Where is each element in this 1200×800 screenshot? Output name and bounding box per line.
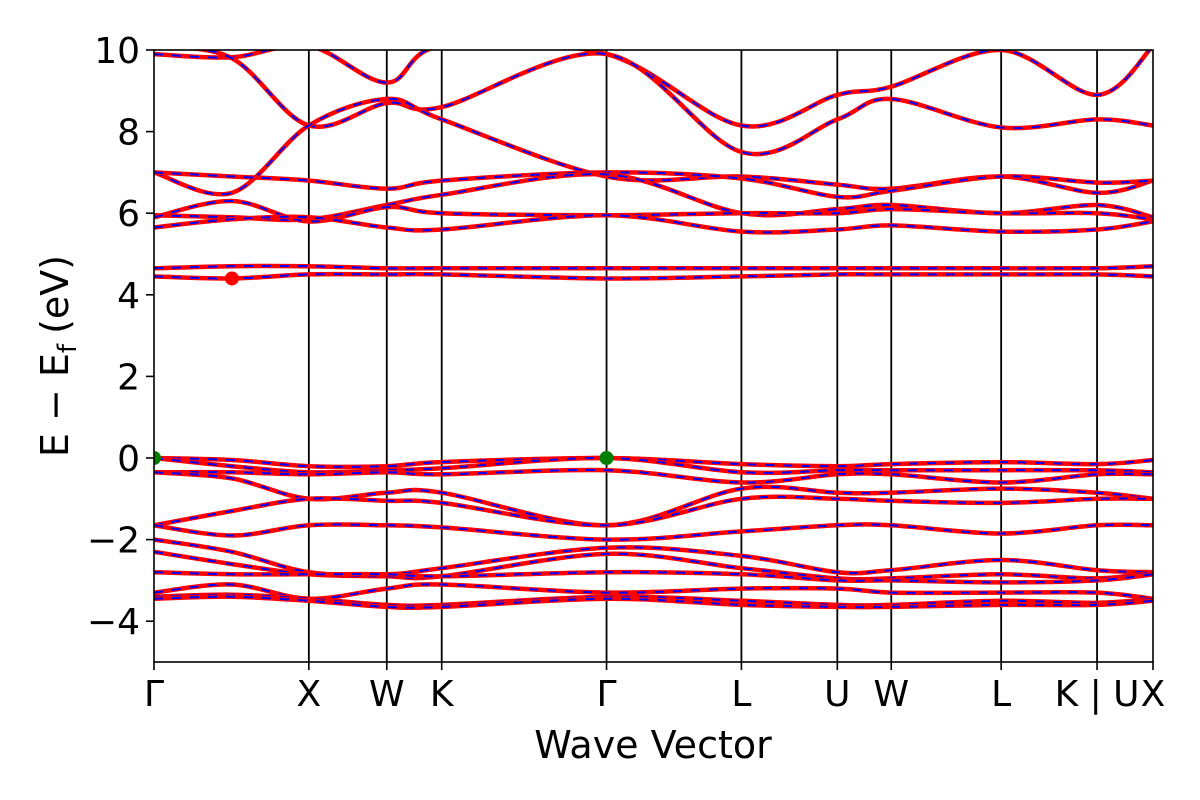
x-tick-label: L bbox=[991, 674, 1011, 715]
y-ticks: −4 −2 0 2 4 6 8 10 bbox=[87, 31, 154, 643]
y-tick-label: 6 bbox=[117, 194, 140, 235]
x-tick-label: U bbox=[824, 674, 850, 715]
y-axis-title-unit: (eV) bbox=[33, 255, 77, 334]
x-tick-label: L bbox=[731, 674, 751, 715]
x-tick-label: Γ bbox=[144, 674, 164, 715]
vbm-marker bbox=[599, 451, 614, 465]
band-line-dashed bbox=[154, 523, 1153, 541]
band-line-dashed bbox=[154, 214, 1153, 234]
y-tick-label: 4 bbox=[117, 276, 140, 317]
band-line-dashed bbox=[154, 571, 1153, 584]
band-line-dashed bbox=[154, 456, 1153, 474]
band-line-dashed bbox=[154, 593, 1153, 607]
band-line-dashed bbox=[154, 538, 1153, 576]
y-axis-title: E − Ef (eV) bbox=[33, 255, 83, 457]
band-line bbox=[154, 50, 1153, 129]
y-axis-title-subscript: f bbox=[53, 343, 83, 353]
band-line-dashed bbox=[154, 456, 1153, 468]
x-tick-label: X bbox=[1141, 674, 1166, 715]
band-line-dashed bbox=[154, 469, 1153, 484]
y-axis-title-main: E − E bbox=[33, 353, 77, 457]
band-line-dashed bbox=[154, 595, 1153, 609]
band-line-dashed bbox=[154, 273, 1153, 280]
x-tick-label: K | U bbox=[1055, 674, 1140, 715]
y-tick-label: 2 bbox=[117, 357, 140, 398]
kpoint-lines bbox=[307, 50, 1098, 662]
x-tick-label: W bbox=[873, 674, 909, 715]
band-line-dashed bbox=[154, 171, 1153, 199]
band-lines bbox=[154, 50, 1153, 611]
extrema-markers bbox=[154, 271, 614, 465]
plot-frame bbox=[153, 49, 1154, 663]
x-tick-label: W bbox=[369, 674, 405, 715]
band-line-dashed bbox=[154, 173, 1153, 221]
band-line-dashed bbox=[154, 495, 1153, 527]
band-line-dashed bbox=[198, 50, 1153, 155]
band-line-dashed bbox=[154, 583, 1153, 600]
x-axis-title: Wave Vector bbox=[534, 723, 772, 767]
y-tick-label: 8 bbox=[117, 113, 140, 154]
y-tick-label: −2 bbox=[87, 521, 140, 562]
x-tick-label: X bbox=[297, 674, 322, 715]
vbm-marker bbox=[154, 451, 161, 465]
x-tick-label: K bbox=[430, 674, 455, 715]
y-tick-label: −4 bbox=[87, 602, 140, 643]
y-tick-label: 0 bbox=[117, 439, 140, 480]
band-line-dashed bbox=[154, 550, 1153, 581]
y-tick-label: 10 bbox=[94, 31, 140, 72]
band-line-dashed bbox=[154, 264, 1153, 270]
x-tick-label: Γ bbox=[597, 674, 617, 715]
cbm-marker bbox=[224, 271, 239, 286]
band-line-dashed bbox=[154, 199, 1153, 223]
